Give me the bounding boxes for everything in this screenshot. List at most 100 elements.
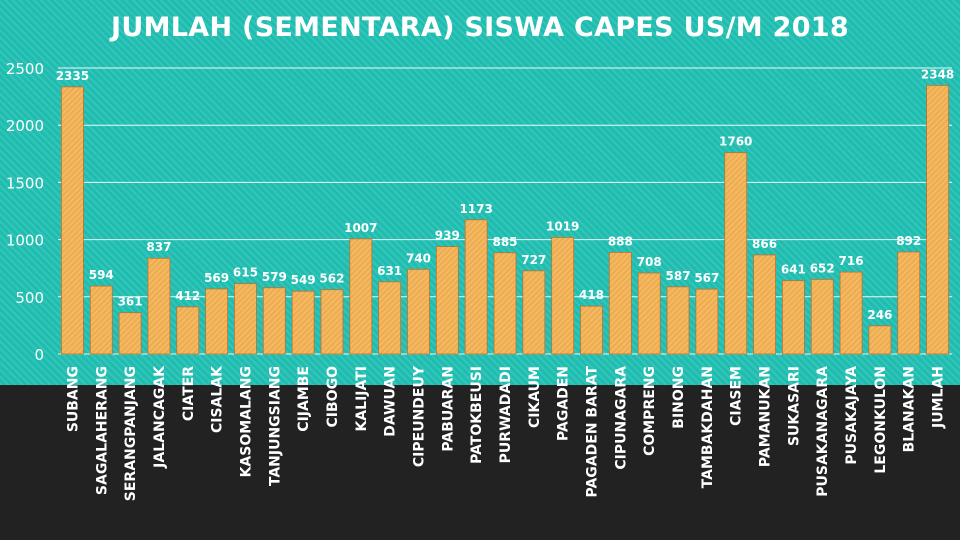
x-tick-label: JUMLAH: [931, 366, 947, 429]
data-label: 1760: [719, 135, 752, 149]
data-label: 727: [521, 253, 546, 267]
x-tick-label: CIPEUNDEUY: [411, 365, 427, 467]
data-label: 885: [492, 235, 517, 249]
x-tick-label: KALIJATI: [354, 366, 370, 432]
x-tick-label: TANJUNGSIANG: [267, 366, 283, 486]
bar: [897, 251, 921, 355]
data-label: 2335: [56, 69, 89, 83]
data-label: 412: [175, 289, 200, 303]
bar: [868, 325, 892, 355]
data-label: 740: [406, 251, 431, 265]
x-tick-label: LEGONKULON: [873, 366, 889, 474]
bar: [608, 252, 632, 355]
data-label: 567: [694, 271, 719, 285]
bar: [262, 287, 286, 355]
x-tick-label: CIJAMBE: [296, 366, 312, 432]
x-tick-label: PAGADEN BARAT: [585, 366, 601, 498]
data-label: 615: [233, 266, 258, 280]
y-tick-label: 1000: [6, 232, 44, 250]
bar: [118, 312, 142, 355]
data-label: 594: [89, 268, 114, 282]
x-tick-label: DAWUAN: [383, 366, 399, 437]
bar: [637, 272, 661, 355]
x-tick-label: JALANCAGAK: [152, 365, 168, 469]
bar: [493, 252, 517, 355]
bar: [378, 281, 402, 355]
bar: [724, 152, 748, 355]
x-tick-label: PABUARAN: [440, 366, 456, 452]
bar: [464, 219, 488, 355]
x-tick-label: PATOKBEUSI: [469, 366, 485, 464]
y-tick-label: 2500: [6, 60, 44, 78]
data-label: 708: [637, 255, 662, 269]
x-tick-label: PUSAKANAGARA: [815, 366, 831, 497]
data-label: 579: [262, 270, 287, 284]
data-label: 1173: [459, 202, 492, 216]
data-label: 939: [435, 229, 460, 243]
x-tick-label: SUKASARI: [786, 366, 802, 446]
bar: [320, 289, 344, 355]
data-label: 562: [319, 272, 344, 286]
bar: [666, 286, 690, 355]
bar: [89, 285, 113, 355]
data-label: 1019: [546, 219, 579, 233]
bar: [205, 288, 229, 355]
bar: [522, 270, 546, 355]
data-label: 866: [752, 237, 777, 251]
x-tick-label: PAMANUKAN: [758, 366, 774, 467]
bar: [551, 237, 575, 355]
bar: [291, 290, 315, 355]
data-label: 652: [810, 261, 835, 275]
data-label: 837: [146, 240, 171, 254]
x-tick-label: CIBOGO: [325, 366, 341, 428]
data-label: 549: [291, 273, 316, 287]
bar: [781, 280, 805, 355]
data-label: 587: [666, 269, 691, 283]
bar: [435, 246, 459, 355]
x-tick-label: KASOMALANG: [238, 366, 254, 477]
data-label: 361: [118, 295, 143, 309]
x-tick-label: SERANGPANJANG: [123, 366, 139, 501]
bar: [61, 86, 84, 355]
x-tick-label: TAMBAKDAHAN: [700, 366, 716, 488]
bar: [580, 305, 603, 355]
data-label: 888: [608, 234, 633, 248]
x-tick-label: CIASEM: [729, 366, 745, 426]
bar: [176, 306, 200, 355]
x-tick-label: CIKAUM: [527, 366, 543, 428]
bar: [810, 279, 834, 355]
data-label: 2348: [921, 67, 954, 81]
x-tick-label: CISALAK: [210, 365, 226, 433]
bar: [349, 238, 373, 355]
label-band: [0, 385, 960, 540]
bar: [407, 268, 430, 355]
data-label: 892: [896, 234, 921, 248]
bar: [926, 84, 949, 355]
data-label: 631: [377, 264, 402, 278]
bar: [147, 257, 171, 355]
x-tick-label: BINONG: [671, 366, 687, 429]
x-tick-label: PAGADEN: [556, 366, 572, 441]
bar: [234, 283, 257, 355]
y-tick-label: 500: [15, 289, 44, 307]
y-tick-label: 0: [34, 346, 44, 364]
x-tick-label: BLANAKAN: [902, 366, 918, 452]
x-tick-label: CIPUNAGARA: [613, 366, 629, 470]
chart-title: JUMLAH (SEMENTARA) SISWA CAPES US/M 2018: [111, 12, 849, 43]
data-label: 1007: [344, 221, 377, 235]
data-label: 246: [867, 308, 892, 322]
bar: [753, 254, 776, 355]
x-tick-label: PURWADADI: [498, 366, 514, 463]
y-tick-label: 1500: [6, 174, 44, 192]
bar: [839, 271, 863, 355]
bar: [695, 288, 719, 355]
data-label: 418: [579, 288, 604, 302]
x-tick-label: COMPRENG: [642, 366, 658, 456]
data-label: 569: [204, 271, 229, 285]
x-tick-label: SUBANG: [65, 366, 81, 432]
x-tick-label: CIATER: [181, 366, 197, 421]
y-tick-label: 2000: [6, 117, 44, 135]
x-tick-label: SAGALAHERANG: [94, 366, 110, 495]
